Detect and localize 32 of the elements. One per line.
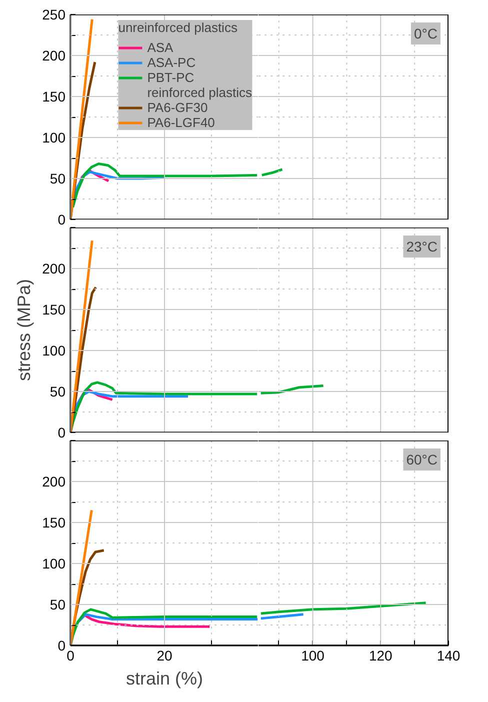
- y-tick-label: 0: [58, 638, 66, 654]
- y-tick-label: 200: [42, 260, 66, 276]
- y-tick-label: 100: [42, 342, 66, 358]
- y-axis-title: stress (MPa): [14, 278, 34, 382]
- y-tick-label: 50: [50, 596, 66, 612]
- y-tick-label: 200: [42, 48, 66, 64]
- legend-label: PBT-PC: [147, 70, 194, 85]
- annotation: 23°C: [406, 238, 438, 254]
- y-tick-label: 50: [50, 170, 66, 186]
- legend-label: ASA-PC: [147, 55, 196, 70]
- y-tick-label: 150: [42, 302, 66, 318]
- y-tick-label: 150: [42, 88, 66, 104]
- x-tick-label: 100: [301, 648, 325, 664]
- y-tick-label: 250: [42, 6, 66, 22]
- annotation: 60°C: [406, 452, 438, 468]
- x-tick-label: 140: [436, 648, 460, 664]
- y-tick-label: 100: [42, 556, 66, 572]
- y-tick-label: 0: [58, 212, 66, 228]
- y-tick-label: 50: [50, 384, 66, 400]
- annotation: 0°C: [414, 26, 438, 42]
- legend-label: PA6-LGF40: [147, 115, 215, 130]
- legend-label: ASA: [147, 40, 174, 55]
- x-tick-label: 20: [156, 648, 172, 664]
- x-axis-title: strain (%): [126, 668, 204, 688]
- y-tick-label: 150: [42, 514, 66, 530]
- x-tick-label: 120: [368, 648, 393, 664]
- y-tick-label: 100: [42, 130, 66, 146]
- y-tick-label: 0: [58, 424, 66, 440]
- annotation: reinforced plastics: [147, 85, 252, 100]
- legend-title: unreinforced plastics: [118, 20, 238, 35]
- legend-label: PA6-GF30: [147, 100, 208, 115]
- y-tick-label: 200: [42, 474, 66, 490]
